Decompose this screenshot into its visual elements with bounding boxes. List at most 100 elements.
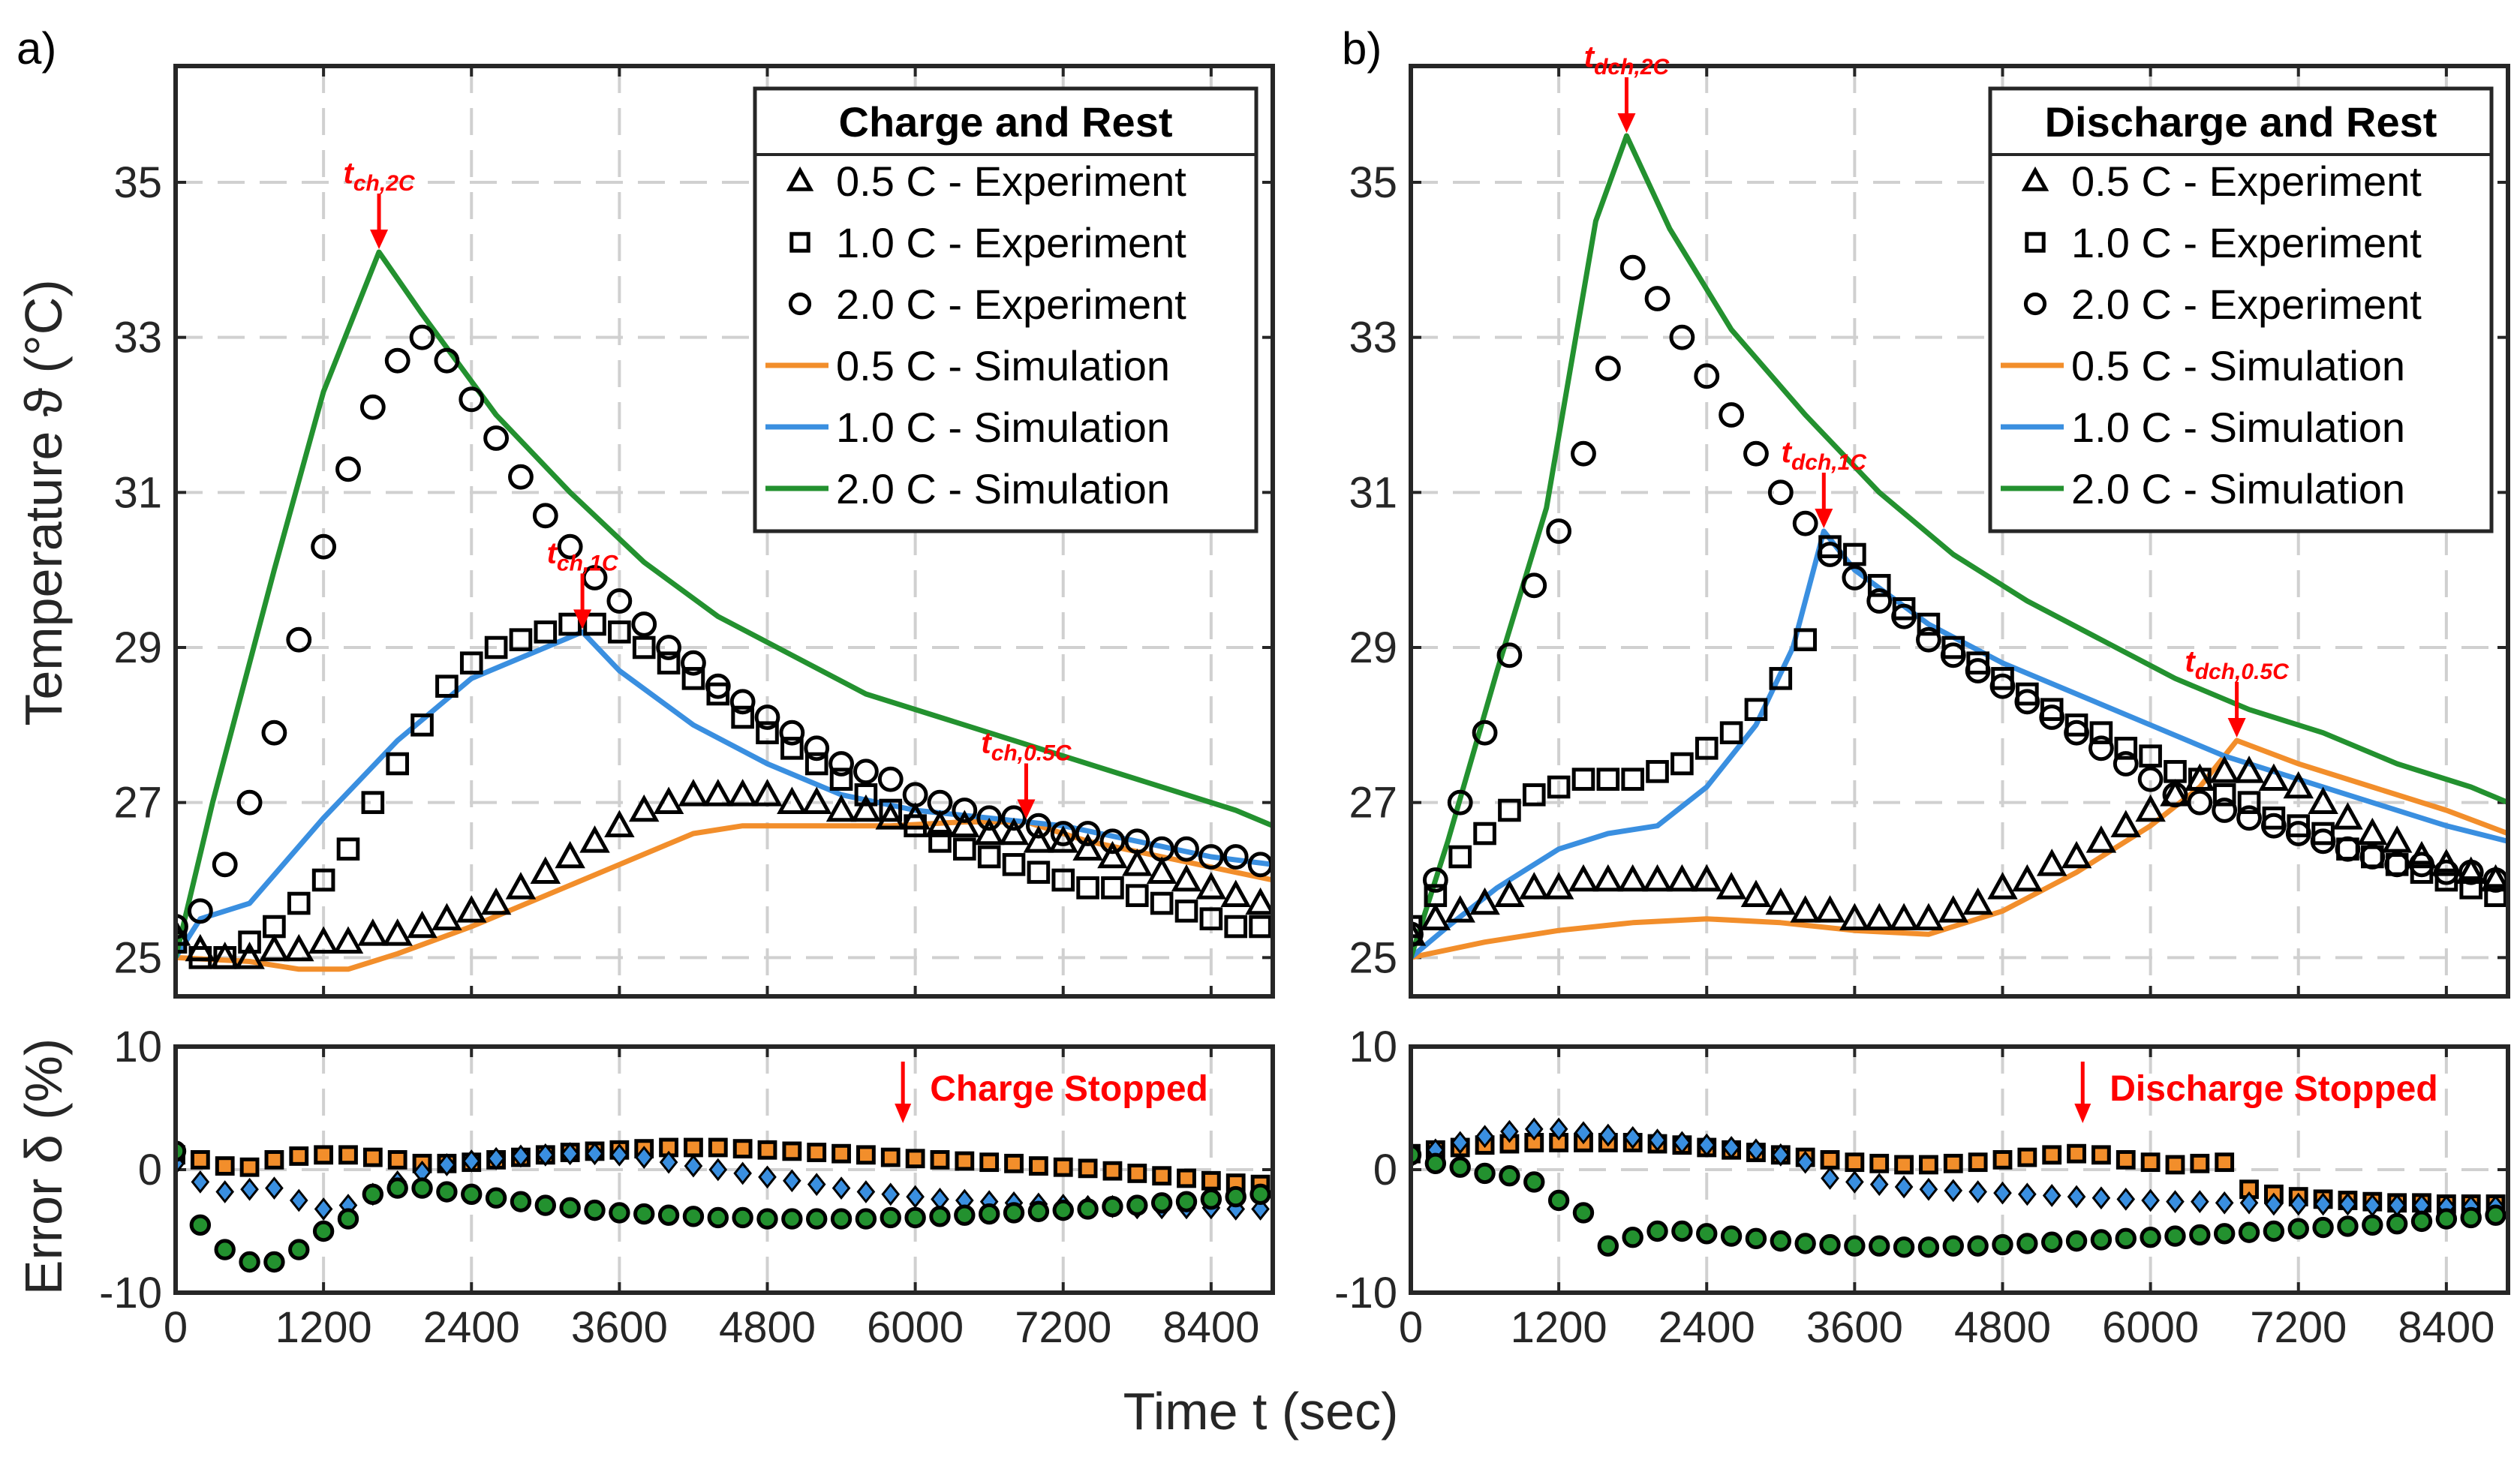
error-point (1893, 1236, 1915, 1258)
error-point (2164, 1225, 2186, 1247)
experiment-point (1472, 719, 1498, 746)
error-point (2410, 1210, 2433, 1233)
experiment-point (2357, 817, 2388, 846)
error-point (881, 1182, 901, 1206)
experiment-point (2384, 852, 2410, 878)
experiment-point (1571, 768, 1595, 791)
error-point (1077, 1198, 1099, 1220)
error-point (955, 1151, 975, 1171)
error-point (362, 1183, 384, 1206)
error-point (534, 1194, 557, 1216)
error-point (559, 1197, 581, 1219)
experiment-point (1769, 667, 1793, 690)
error-point (2337, 1215, 2359, 1237)
error-point (362, 1147, 383, 1167)
experiment-point (1146, 856, 1177, 884)
experiment-point (828, 751, 854, 777)
experiment-point (1765, 887, 1797, 915)
error-point (1944, 1179, 1963, 1203)
experiment-point (263, 915, 286, 939)
experiment-point (681, 667, 705, 690)
error-point (1102, 1161, 1123, 1181)
error-point (289, 1188, 308, 1212)
experiment-point (825, 794, 857, 822)
x-tick-label: 0 (1399, 1303, 1423, 1352)
experiment-point (336, 837, 360, 861)
error-point (1844, 1235, 1866, 1257)
experiment-point (1891, 603, 1917, 629)
experiment-point (1695, 737, 1719, 760)
error-point (485, 1187, 507, 1209)
error-point (2435, 1208, 2458, 1230)
experiment-point (727, 779, 758, 807)
error-point (191, 1170, 210, 1194)
experiment-point (2283, 771, 2314, 799)
legend-marker (2021, 166, 2049, 191)
experiment-point (1099, 828, 1126, 855)
error-point (1523, 1171, 1545, 1193)
error-point (1671, 1220, 1693, 1242)
experiment-point (459, 651, 483, 674)
error-point (2067, 1143, 2086, 1164)
error-point (807, 1143, 827, 1162)
experiment-point (780, 737, 804, 760)
error-point (1475, 1125, 1494, 1149)
experiment-point (1122, 849, 1153, 876)
experiment-point (1023, 825, 1054, 853)
experiment-point (1743, 440, 1769, 467)
experiment-point (2285, 821, 2311, 846)
experiment-point (2237, 791, 2261, 814)
error-point (1622, 1227, 1643, 1248)
experiment-point (2212, 798, 2238, 823)
error-point (1027, 1200, 1050, 1222)
error-point (1967, 1235, 1989, 1257)
experiment-point (1411, 921, 1424, 948)
error-point (2338, 1192, 2357, 1216)
legend-entry: 2.0 C - Simulation (2071, 465, 2405, 512)
error-point (659, 1150, 678, 1174)
experiment-point (1498, 798, 1521, 822)
experiment-point (1245, 887, 1273, 915)
stop-annotation: Discharge Stopped (2074, 1062, 2438, 1123)
experiment-point (678, 779, 709, 807)
error-point (1474, 1162, 1496, 1185)
experiment-point (1048, 825, 1078, 853)
error-point (781, 1208, 803, 1230)
experiment-point (284, 933, 314, 962)
experiment-point (1422, 867, 1448, 893)
error-point (2215, 1152, 2235, 1173)
experiment-point (1744, 698, 1768, 721)
experiment-point (1543, 872, 1574, 900)
error-point (2067, 1185, 2086, 1209)
error-point (215, 1180, 235, 1203)
axes-border (173, 64, 1275, 999)
x-tick-label: 4800 (1954, 1303, 2051, 1352)
plot-content (176, 1137, 1271, 1273)
annotation-label: tch,0.5C (981, 727, 1072, 766)
experiment-point (2433, 859, 2459, 885)
experiment-point (484, 635, 508, 659)
error-point (2065, 1230, 2088, 1252)
error-point (682, 1206, 705, 1227)
experiment-point (530, 856, 561, 884)
annotation-arrow-head (370, 230, 389, 249)
experiment-point (949, 810, 980, 837)
y-tick-label: 35 (113, 158, 162, 207)
error-point (1451, 1131, 1470, 1155)
experiment-point (2458, 859, 2484, 885)
error-point (2165, 1155, 2185, 1175)
stop-arrow-head (2074, 1104, 2091, 1123)
experiment-point (632, 635, 656, 659)
experiment-point (1522, 783, 1546, 807)
error-point (2215, 1191, 2234, 1215)
error-point (585, 1142, 604, 1166)
experiment-point (1051, 868, 1075, 892)
experiment-point (2039, 704, 2065, 730)
experiment-point (702, 779, 734, 807)
error-point (1869, 1173, 1889, 1197)
experiment-point (508, 464, 534, 490)
experiment-point (1621, 768, 1644, 791)
error-point (1696, 1223, 1718, 1245)
experiment-point (1101, 876, 1124, 900)
